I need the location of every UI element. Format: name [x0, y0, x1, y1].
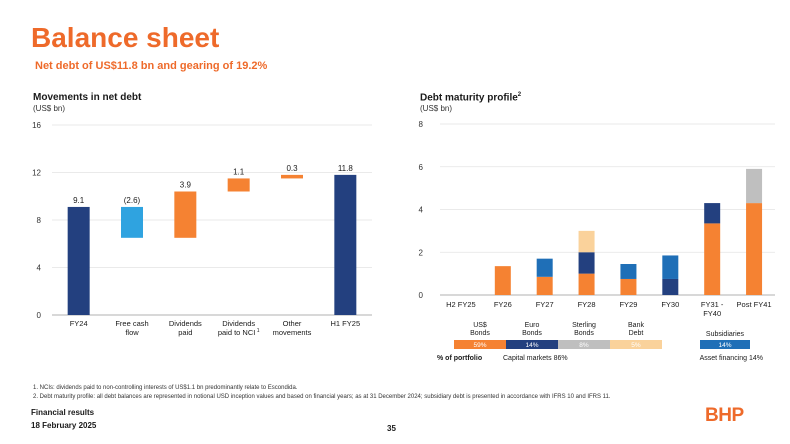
footnote-2: 2. Debt maturity profile: all debt balan… [33, 394, 611, 400]
stack-segment-us-bonds [746, 203, 763, 295]
legend-label: US$ [473, 322, 487, 329]
legend-label: Subsidiaries [706, 331, 745, 338]
page-title: Balance sheet [31, 22, 220, 53]
nci-footnote-marker: 1 [255, 328, 259, 334]
y-tick-label: 8 [419, 120, 424, 129]
stack-segment-bank-debt [578, 230, 595, 253]
legend-percentage: 8% [579, 342, 589, 349]
bar-fy24 [67, 206, 90, 315]
footer-presentation-name: Financial results [31, 408, 95, 417]
x-tick-label: paid [178, 328, 192, 337]
debt-maturity-title-footnote-marker: 2 [517, 92, 522, 98]
debt-maturity-chart-title: Debt maturity profile2 [420, 92, 521, 103]
legend-label: Sterling [572, 322, 596, 329]
y-tick-label: 4 [37, 264, 42, 273]
stack-segment-euro-bonds [578, 252, 595, 274]
y-tick-label: 12 [32, 169, 41, 178]
legend-swatch [558, 340, 610, 349]
y-tick-label: 2 [419, 248, 424, 257]
x-tick-label: Dividends [222, 319, 255, 328]
x-tick-label: Other [283, 319, 302, 328]
legend-label: Bonds [470, 330, 490, 337]
x-tick-label: FY26 [494, 300, 512, 309]
bar-other-movements [281, 174, 303, 179]
stack-segment-us-bonds [536, 276, 553, 295]
legend-label: Bonds [574, 330, 594, 337]
y-tick-label: 0 [419, 291, 424, 300]
legend-label: Euro [525, 322, 540, 329]
capital-markets-label: Capital markets 86% [503, 355, 568, 362]
y-tick-label: 16 [32, 121, 41, 130]
net-debt-chart-title: Movements in net debt [33, 92, 142, 103]
x-tick-label: FY29 [619, 300, 637, 309]
x-tick-label: FY28 [578, 300, 596, 309]
legend-percentage: 59% [473, 342, 486, 349]
y-tick-label: 0 [37, 311, 42, 320]
legend-swatch [506, 340, 558, 349]
data-label: 0.3 [286, 164, 298, 173]
legend-swatch [454, 340, 506, 349]
y-tick-label: 8 [37, 216, 42, 225]
bar-dividends-paid-to-nci [227, 178, 250, 192]
data-label: 1.1 [233, 167, 245, 176]
data-label: 11.8 [338, 164, 354, 173]
data-label: 3.9 [180, 181, 192, 190]
bar-h1-fy25 [334, 174, 357, 315]
portfolio-label: % of portfolio [437, 355, 482, 362]
legend-percentage: 14% [718, 342, 731, 349]
debt-maturity-title-text: Debt maturity profile [420, 92, 518, 104]
x-tick-label: Free cash [115, 319, 148, 328]
stack-segment-subsidiaries [662, 255, 679, 279]
bar-free-cash-flow [121, 206, 143, 238]
stack-segment-us-bonds [704, 223, 721, 295]
legend-label: Debt [629, 330, 644, 337]
footnote-1: 1. NCIs: dividends paid to non-controlli… [33, 385, 298, 391]
debt-maturity-stacked-chart: 0 2 4 6 8 H2 FY25 FY26 FY27 FY28 FY29 FY30 FY31 -FY… [419, 120, 775, 318]
stack-segment-subsidiaries [536, 258, 553, 277]
x-tick-label: FY30 [661, 300, 679, 309]
legend-label: Bonds [522, 330, 542, 337]
x-tick-label: FY31 - [701, 300, 724, 309]
asset-financing-label: Asset financing 14% [700, 355, 763, 362]
x-tick-label: Post FY41 [737, 300, 772, 309]
stack-segment-us-bonds [494, 266, 511, 295]
y-tick-label: 6 [419, 163, 424, 172]
x-tick-label: flow [125, 328, 139, 337]
x-tick-label: Dividends [169, 319, 202, 328]
stack-segment-euro-bonds [704, 203, 721, 224]
footer-date: 18 February 2025 [31, 421, 97, 430]
page-number: 35 [387, 424, 396, 433]
x-tick-label: H2 FY25 [446, 300, 476, 309]
x-tick-label: FY40 [703, 309, 721, 318]
x-tick-label: movements [273, 328, 312, 337]
legend-swatch [610, 340, 662, 349]
legend-swatch [700, 340, 750, 349]
stack-segment-euro-bonds [662, 278, 679, 295]
legend-label: Bank [628, 322, 644, 329]
stack-segment-sterling-bonds [746, 168, 763, 204]
net-debt-chart-unit: (US$ bn) [33, 104, 66, 113]
x-tick-label: H1 FY25 [331, 319, 361, 328]
x-tick-label: FY27 [536, 300, 554, 309]
stack-segment-us-bonds [620, 278, 637, 295]
legend-percentage: 5% [631, 342, 641, 349]
data-label: (2.6) [124, 196, 141, 205]
debt-maturity-legend: US$Bonds59%EuroBonds14%SterlingBonds8%Ba… [437, 322, 763, 362]
bar-dividends-paid [174, 191, 197, 238]
page-subtitle: Net debt of US$11.8 bn and gearing of 19… [35, 60, 268, 72]
x-tick-label: FY24 [70, 319, 88, 328]
data-label: 9.1 [73, 196, 85, 205]
stack-segment-us-bonds [578, 273, 595, 295]
y-tick-label: 4 [419, 206, 424, 215]
x-tick-label: paid to NCI 1 [218, 328, 260, 337]
legend-percentage: 14% [525, 342, 538, 349]
bhp-logo: BHP [705, 405, 744, 426]
stack-segment-subsidiaries [620, 264, 637, 279]
debt-maturity-chart-unit: (US$ bn) [420, 104, 453, 113]
